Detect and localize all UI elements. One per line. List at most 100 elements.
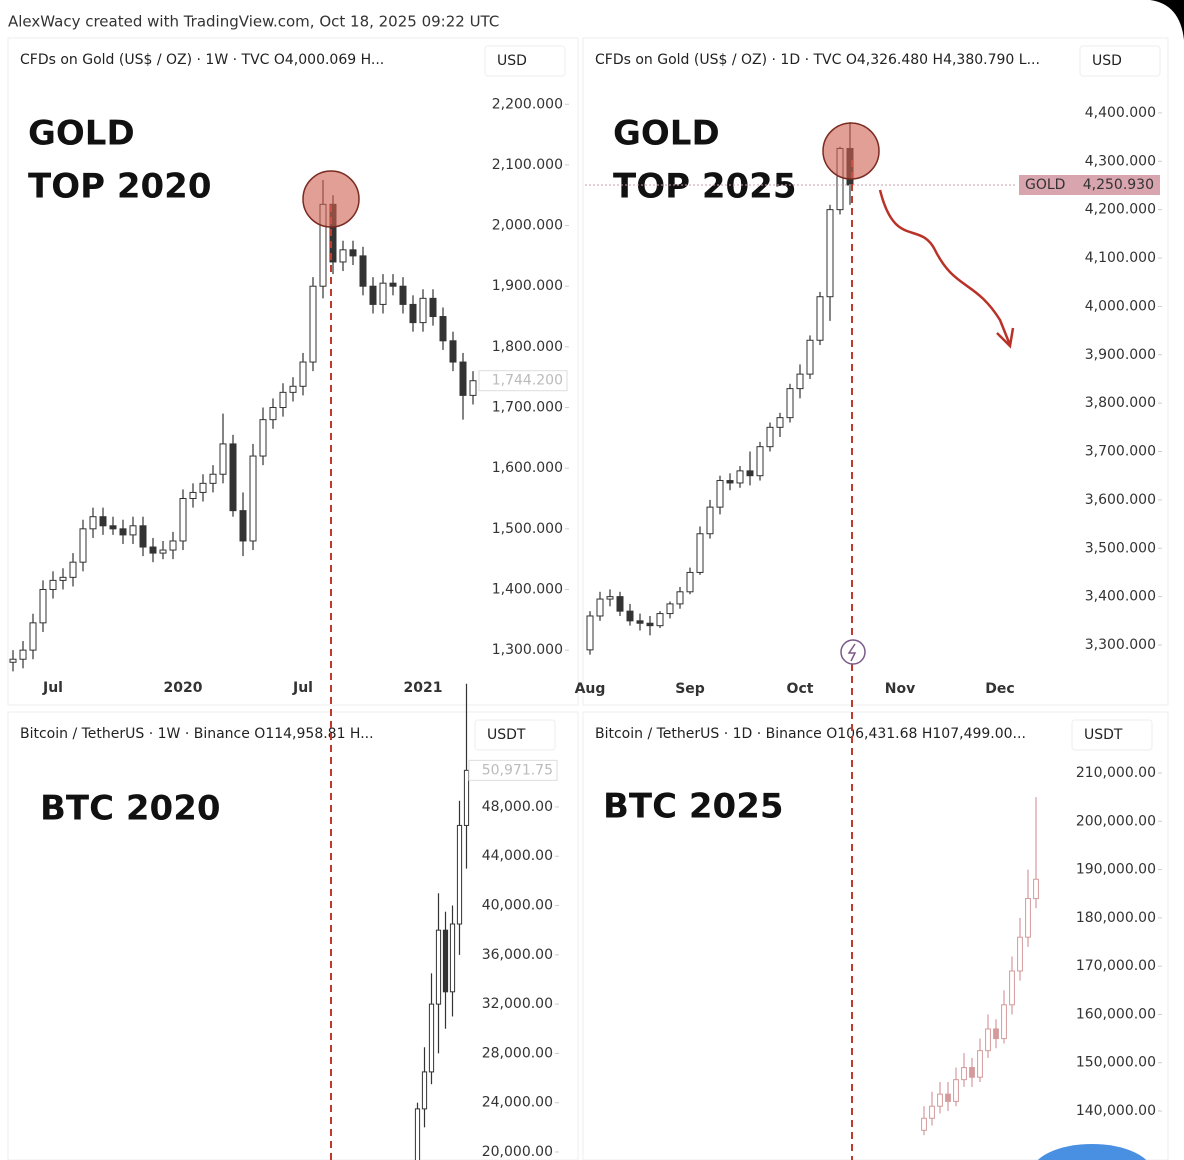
y-tick-label: 1,900.000	[492, 278, 563, 294]
candle-body	[746, 470, 754, 477]
down-arrow	[878, 189, 1012, 346]
candle-body	[676, 591, 684, 605]
candle-body	[806, 339, 814, 375]
y-tick-label: 3,400.000	[1085, 589, 1156, 605]
candle-body	[456, 824, 463, 925]
x-tick-label: Oct	[787, 681, 814, 697]
candle-body	[606, 596, 614, 600]
candles	[921, 797, 1039, 1136]
candle-body	[229, 443, 237, 512]
candle-body	[399, 285, 407, 305]
currency-box	[474, 719, 556, 751]
candle-body	[219, 443, 227, 475]
candle-body	[349, 249, 357, 257]
candle-body	[169, 540, 177, 551]
candles	[9, 180, 477, 672]
candle-body	[69, 561, 77, 578]
y-tick-label: 32,000.00	[482, 996, 553, 1012]
candle-body	[339, 249, 347, 263]
y-tick-label: 2,200.000	[492, 96, 563, 112]
candle-body	[309, 285, 317, 363]
y-tick-label: 1,800.000	[492, 339, 563, 355]
x-tick-label: 2020	[164, 680, 203, 696]
candle-body	[109, 525, 117, 530]
x-tick-label: Jul	[292, 680, 313, 696]
candle-body	[985, 1028, 991, 1052]
candle-body	[442, 929, 449, 993]
candle-body	[414, 1108, 421, 1160]
y-tick-label: 4,300.000	[1085, 153, 1156, 169]
floating-button[interactable]	[1032, 1144, 1152, 1160]
annotation: GOLD	[613, 114, 720, 154]
candle-body	[993, 1028, 999, 1040]
candle-body	[977, 1050, 983, 1078]
candle-body	[1017, 936, 1023, 972]
candle-body	[269, 407, 277, 421]
y-tick-label: 2,000.000	[492, 218, 563, 234]
y-tick-label: 1,700.000	[492, 400, 563, 416]
annotation: TOP 2025	[613, 167, 796, 207]
y-tick-label: 1,400.000	[492, 581, 563, 597]
top-circle	[822, 122, 880, 180]
candle-body	[199, 482, 207, 493]
candle-body	[421, 1071, 428, 1110]
y-tick-label: 1,600.000	[492, 460, 563, 476]
candle-body	[419, 297, 427, 324]
candle-body	[409, 303, 417, 324]
frame-corner	[1150, 0, 1184, 40]
chart-panel: CFDs on Gold (US$ / OZ) · 1W · TVC O4,00…	[7, 37, 579, 706]
charts: CFDs on Gold (US$ / OZ) · 1W · TVC O4,00…	[7, 37, 1169, 1160]
panel-title: Bitcoin / TetherUS · 1W · Binance O114,9…	[20, 726, 374, 742]
currency-box	[1071, 719, 1153, 751]
y-tick-label: 210,000.00	[1076, 765, 1156, 781]
price-tag-label: 4,250.930	[1083, 177, 1154, 193]
annotation: GOLD	[28, 114, 135, 154]
x-tick-label: Dec	[985, 681, 1014, 697]
candle-body	[429, 297, 437, 318]
y-tick-label: 3,500.000	[1085, 540, 1156, 556]
candle-body	[686, 571, 694, 593]
price-tag	[1019, 175, 1160, 196]
y-tick-label: 4,000.000	[1085, 298, 1156, 314]
candle-body	[159, 549, 167, 554]
candle-body	[953, 1079, 959, 1102]
y-tick-label: 3,700.000	[1085, 444, 1156, 460]
candle-body	[79, 528, 87, 563]
candle-body	[786, 388, 794, 419]
candle-body	[656, 613, 664, 627]
candle-body	[826, 209, 834, 298]
candle-body	[149, 546, 157, 554]
candle-body	[706, 506, 714, 535]
event-icon-bolt	[847, 643, 857, 662]
y-tick-label: 3,800.000	[1085, 395, 1156, 411]
candle-body	[1009, 970, 1015, 1006]
candle-body	[929, 1105, 935, 1119]
candle-body	[776, 417, 784, 428]
candle-body	[439, 316, 447, 342]
y-tick-label: 150,000.00	[1076, 1055, 1156, 1071]
candle-body	[189, 491, 197, 500]
chart-panel: Bitcoin / TetherUS · 1D · Binance O106,4…	[582, 711, 1169, 1160]
y-tick-label: 3,900.000	[1085, 347, 1156, 363]
x-tick-label: Jul	[42, 680, 63, 696]
y-tick-label: 28,000.00	[482, 1045, 553, 1061]
y-tick-label: 44,000.00	[482, 848, 553, 864]
candle-body	[616, 596, 624, 612]
candle-body	[209, 473, 217, 484]
candle-body	[449, 340, 457, 363]
candle-body	[129, 525, 137, 536]
y-tick-label: 4,200.000	[1085, 202, 1156, 218]
y-tick-label: 4,100.000	[1085, 250, 1156, 266]
candle-body	[9, 658, 17, 663]
y-tick-label: 40,000.00	[482, 898, 553, 914]
candle-body	[59, 576, 67, 581]
event-icon	[840, 639, 866, 665]
candle-body	[435, 929, 442, 1005]
candle-body	[726, 480, 734, 484]
candle-body	[766, 426, 774, 448]
candle-body	[179, 498, 187, 542]
candle-body	[259, 419, 267, 457]
panel-frame	[7, 711, 579, 1160]
x-tick-label: Aug	[575, 681, 606, 697]
